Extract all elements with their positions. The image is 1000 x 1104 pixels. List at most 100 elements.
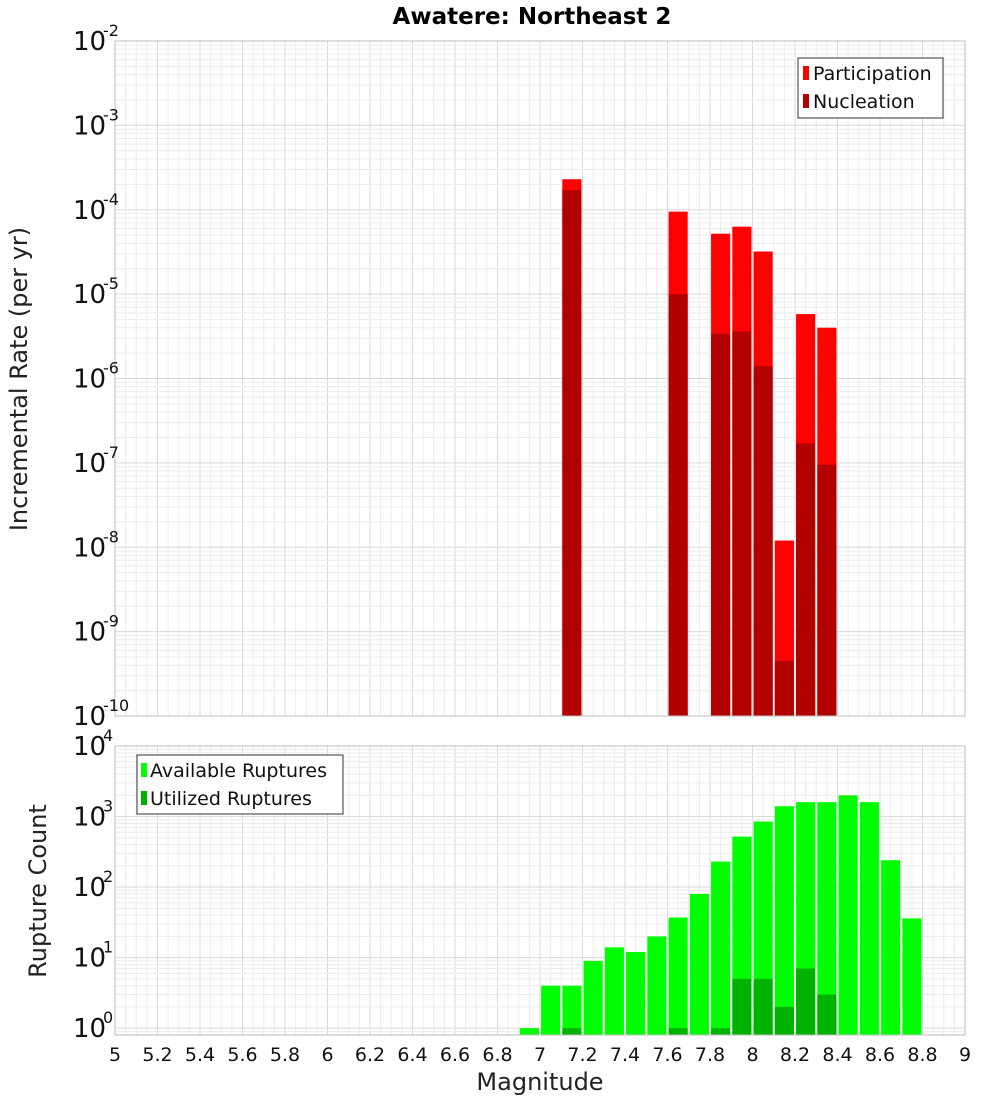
x-axis-ticks: 5 5.2 5.4 5.6 5.8 6 6.2 6.4 6.6 6.8 7 7.2 7.4 7.6 7.8 8… bbox=[109, 1044, 971, 1066]
top-panel-grid bbox=[114, 40, 966, 717]
x-tick-label: 7.4 bbox=[610, 1044, 640, 1066]
y-tick-exponent: -8 bbox=[103, 527, 119, 546]
bottom-legend: Available Ruptures Utilized Ruptures bbox=[136, 754, 344, 815]
bar-available-ruptures-8.35 bbox=[817, 802, 837, 1035]
y-tick-label: 10 bbox=[73, 449, 106, 479]
bar-utilized-ruptures-8.25 bbox=[796, 968, 816, 1035]
y-tick-exponent: -5 bbox=[103, 274, 119, 293]
bar-utilized-ruptures-8.35 bbox=[817, 994, 837, 1035]
y-tick-exponent: 1 bbox=[103, 938, 113, 957]
x-tick-label: 6.6 bbox=[440, 1044, 470, 1066]
bottom-legend-box bbox=[136, 754, 344, 815]
y-tick-label: 10 bbox=[73, 533, 106, 563]
y-tick-exponent: -9 bbox=[103, 612, 119, 631]
y-tick-label: 10 bbox=[73, 618, 106, 648]
x-tick-label: 7.8 bbox=[695, 1044, 725, 1066]
bar-available-ruptures-8.75 bbox=[902, 918, 922, 1035]
bar-available-ruptures-7.15 bbox=[562, 985, 582, 1035]
x-tick-label: 5.2 bbox=[142, 1044, 172, 1066]
top-y-axis-label: Incremental Rate (per yr) bbox=[5, 227, 33, 531]
bar-utilized-ruptures-7.15 bbox=[562, 1028, 582, 1035]
legend-swatch-nucleation bbox=[803, 94, 809, 108]
bar-nucleation-7.85 bbox=[711, 333, 731, 716]
bar-nucleation-7.65 bbox=[668, 294, 688, 716]
bar-nucleation-8.35 bbox=[817, 464, 837, 716]
top-panel-frame bbox=[114, 40, 966, 717]
x-tick-label: 9 bbox=[959, 1044, 971, 1066]
x-tick-label: 5 bbox=[109, 1044, 121, 1066]
bar-available-ruptures-7.35 bbox=[604, 947, 624, 1035]
x-tick-label: 5.8 bbox=[270, 1044, 300, 1066]
y-tick-exponent: -3 bbox=[103, 105, 119, 124]
y-tick-label: 10 bbox=[73, 280, 106, 310]
legend-label-available-ruptures: Available Ruptures bbox=[150, 760, 327, 782]
bar-available-ruptures-7.75 bbox=[689, 893, 709, 1035]
legend-swatch-participation bbox=[803, 66, 809, 80]
legend-label-nucleation: Nucleation bbox=[813, 91, 915, 113]
bar-utilized-ruptures-8.05 bbox=[753, 978, 773, 1035]
bottom-y-axis-label: Rupture Count bbox=[24, 804, 52, 978]
bar-available-ruptures-8.45 bbox=[838, 795, 858, 1035]
y-tick-label: 10 bbox=[73, 196, 106, 226]
y-tick-exponent: 4 bbox=[103, 726, 113, 745]
bar-available-ruptures-7.65 bbox=[668, 917, 688, 1035]
legend-label-participation: Participation bbox=[813, 63, 932, 85]
bar-nucleation-8.25 bbox=[796, 443, 816, 716]
legend-swatch-available-ruptures bbox=[141, 763, 147, 777]
bar-utilized-ruptures-7.95 bbox=[732, 978, 752, 1035]
bar-utilized-ruptures-7.85 bbox=[711, 1028, 731, 1035]
y-tick-label: 10 bbox=[73, 873, 106, 903]
x-tick-label: 6.8 bbox=[482, 1044, 512, 1066]
y-tick-label: 10 bbox=[73, 365, 106, 395]
y-tick-label: 10 bbox=[73, 702, 106, 732]
y-tick-exponent: 2 bbox=[103, 867, 113, 886]
y-tick-exponent: 3 bbox=[103, 797, 113, 816]
y-tick-label: 10 bbox=[73, 27, 106, 57]
x-tick-label: 8.2 bbox=[780, 1044, 810, 1066]
x-tick-label: 7 bbox=[534, 1044, 546, 1066]
bar-available-ruptures-8.55 bbox=[859, 802, 879, 1035]
y-tick-exponent: -4 bbox=[103, 190, 119, 209]
top-legend: Participation Nucleation bbox=[797, 57, 944, 119]
x-tick-label: 5.6 bbox=[227, 1044, 257, 1066]
y-tick-exponent: -6 bbox=[103, 359, 119, 378]
y-tick-label: 10 bbox=[73, 732, 106, 762]
x-tick-label: 5.4 bbox=[185, 1044, 215, 1066]
x-tick-label: 7.2 bbox=[567, 1044, 597, 1066]
bar-available-ruptures-7.85 bbox=[711, 861, 731, 1035]
y-tick-label: 10 bbox=[73, 111, 106, 141]
x-tick-label: 8.4 bbox=[822, 1044, 852, 1066]
x-tick-label: 6 bbox=[321, 1044, 333, 1066]
y-tick-label: 10 bbox=[73, 803, 106, 833]
y-tick-label: 10 bbox=[73, 944, 106, 974]
bar-nucleation-7.15 bbox=[562, 190, 582, 716]
bottom-panel-frame bbox=[114, 745, 966, 1036]
x-axis-label: Magnitude bbox=[476, 1068, 603, 1096]
x-tick-label: 8.6 bbox=[865, 1044, 895, 1066]
top-panel-bars bbox=[562, 179, 837, 716]
y-tick-exponent: 0 bbox=[103, 1008, 113, 1027]
y-tick-label: 10 bbox=[73, 1014, 106, 1044]
x-tick-label: 8.8 bbox=[907, 1044, 937, 1066]
chart-title: Awatere: Northeast 2 bbox=[393, 4, 672, 30]
bar-available-ruptures-8.65 bbox=[881, 860, 901, 1035]
bar-nucleation-8.05 bbox=[753, 366, 773, 716]
bar-available-ruptures-7.45 bbox=[626, 952, 646, 1035]
legend-swatch-utilized-ruptures bbox=[141, 791, 147, 805]
x-tick-label: 6.4 bbox=[397, 1044, 427, 1066]
bar-available-ruptures-8.15 bbox=[774, 806, 794, 1035]
y-tick-exponent: -7 bbox=[103, 443, 119, 462]
bar-nucleation-7.95 bbox=[732, 331, 752, 716]
x-tick-label: 6.2 bbox=[355, 1044, 385, 1066]
bar-available-ruptures-6.95 bbox=[519, 1028, 539, 1035]
bar-available-ruptures-7.25 bbox=[583, 960, 603, 1035]
x-tick-label: 7.6 bbox=[652, 1044, 682, 1066]
top-legend-box bbox=[797, 57, 944, 119]
y-tick-exponent: -10 bbox=[103, 696, 129, 715]
legend-label-utilized-ruptures: Utilized Ruptures bbox=[150, 788, 312, 810]
y-tick-exponent: -2 bbox=[103, 21, 119, 40]
bar-utilized-ruptures-7.65 bbox=[668, 1028, 688, 1035]
